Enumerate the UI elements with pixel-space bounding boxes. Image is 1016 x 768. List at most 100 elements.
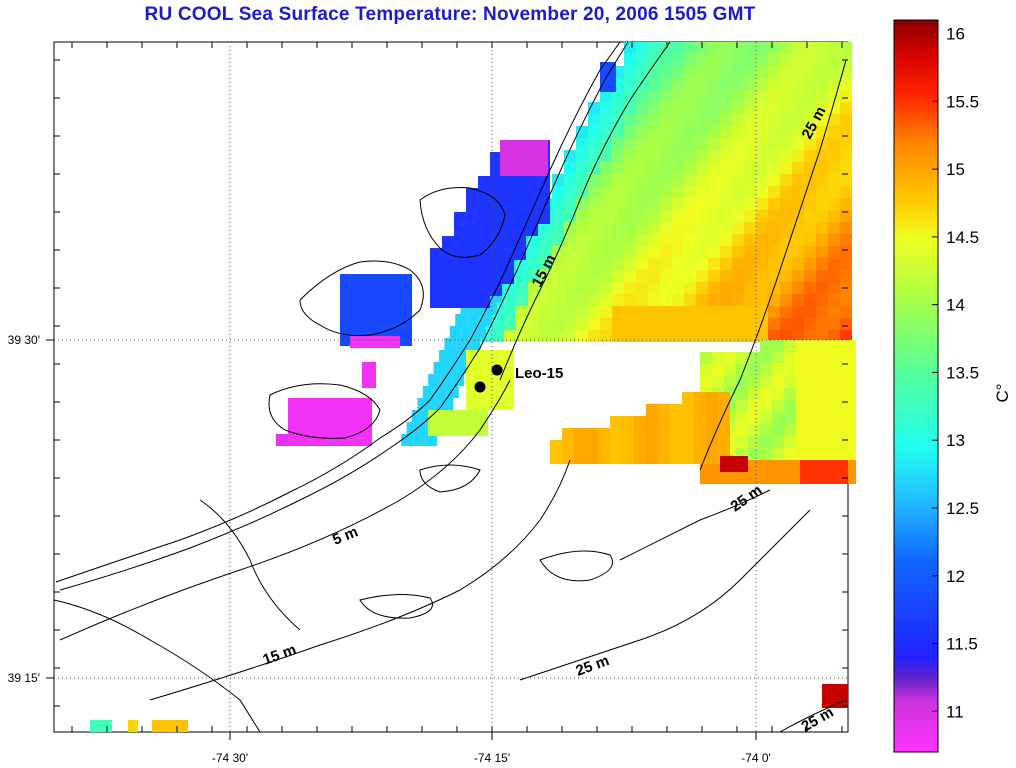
sst-pixel [816, 210, 828, 222]
sst-pixel [400, 322, 412, 334]
sst-pixel [478, 248, 490, 260]
sst-pixel [684, 42, 696, 54]
sst-pixel [600, 102, 612, 114]
sst-pixel [300, 398, 312, 410]
sst-pixel [636, 174, 648, 186]
sst-pixel [760, 388, 772, 400]
sst-pixel [732, 234, 744, 246]
sst-pixel [832, 436, 844, 448]
contour-25m-east [699, 59, 847, 471]
sst-pixel [552, 306, 564, 318]
colorbar-tick-label: 11 [946, 702, 964, 721]
sst-pixel [708, 222, 720, 234]
sst-pixel [708, 66, 720, 78]
sst-pixel [768, 174, 780, 186]
sst-pixel [672, 78, 684, 90]
sst-pixel [648, 42, 660, 54]
sst-pixel [324, 422, 336, 434]
sst-pixel [828, 294, 840, 306]
sst-pixel [612, 330, 624, 342]
sst-pixel [514, 224, 526, 236]
sst-pixel [428, 374, 441, 386]
sst-pixel [768, 78, 780, 90]
sst-pixel [816, 186, 828, 198]
sst-pixel [466, 260, 478, 272]
sst-pixel [466, 200, 478, 212]
sst-pixel [624, 234, 636, 246]
sst-pixel [634, 416, 646, 428]
sst-pixel [748, 364, 760, 376]
sst-pixel [720, 174, 732, 186]
sst-pixel [720, 90, 732, 102]
sst-pixel [720, 78, 732, 90]
sst-pixel [784, 352, 796, 364]
sst-pixel [744, 174, 756, 186]
sst-pixel [588, 114, 600, 126]
sst-pixel [152, 720, 188, 732]
sst-pixel [348, 422, 360, 434]
sst-pixel [564, 306, 576, 318]
sst-pixel [648, 330, 660, 342]
sst-pixel [528, 270, 540, 282]
sst-pixel [748, 400, 760, 412]
sst-pixel [756, 126, 768, 138]
sst-pixel [624, 126, 636, 138]
sst-pixel [516, 306, 528, 318]
sst-pixel [636, 234, 648, 246]
sst-pixel [440, 374, 453, 386]
sst-pixel [612, 138, 624, 150]
sst-pixel [400, 286, 412, 298]
sst-pixel [780, 318, 792, 330]
sst-pixel [744, 42, 756, 54]
sst-pixel [780, 138, 792, 150]
sst-pixel [840, 198, 852, 210]
sst-pixel [720, 66, 732, 78]
sst-pixel [756, 78, 768, 90]
sst-pixel [528, 318, 540, 330]
sst-pixel [732, 150, 744, 162]
sst-pixel [708, 198, 720, 210]
sst-pixel [706, 416, 718, 428]
sst-pixel [648, 54, 660, 66]
sst-pixel [612, 318, 624, 330]
sst-pixel [792, 90, 804, 102]
sst-pixel [840, 210, 852, 222]
sst-pixel [600, 150, 612, 162]
y-tick-label-2: 39 15' [8, 671, 40, 685]
sst-pixel [768, 234, 780, 246]
sst-pixel [708, 306, 720, 318]
sst-pixel [624, 78, 636, 90]
sst-pixel [540, 330, 552, 342]
sst-pixel [748, 388, 760, 400]
sst-pixel [700, 472, 712, 484]
sst-pixel [840, 162, 852, 174]
sst-pixel [540, 222, 552, 234]
colorbar-tick-label: 14.5 [946, 228, 979, 247]
sst-pixel [466, 350, 514, 410]
sst-pixel [744, 306, 756, 318]
sst-pixel [502, 224, 514, 236]
sst-pixel [492, 318, 504, 330]
sst-pixel [598, 440, 610, 452]
sst-pixel [576, 246, 588, 258]
sst-pixel [780, 102, 792, 114]
sst-pixel [694, 404, 706, 416]
sst-pixel [816, 246, 828, 258]
sst-pixel [362, 362, 376, 388]
sst-pixel [696, 282, 708, 294]
sst-pixel [478, 224, 490, 236]
sst-pixel [564, 162, 576, 174]
sst-pixel [588, 174, 600, 186]
sst-pixel [646, 452, 658, 464]
sst-pixel [648, 78, 660, 90]
sst-pixel [430, 272, 442, 284]
sst-pixel [648, 126, 660, 138]
sst-pixel [490, 272, 502, 284]
contour-5m [59, 379, 511, 641]
sst-pixel [756, 234, 768, 246]
sst-pixel [612, 198, 624, 210]
sst-pixel [576, 330, 588, 342]
sst-pixel [540, 234, 552, 246]
sst-pixel [732, 282, 744, 294]
sst-pixel [768, 126, 780, 138]
